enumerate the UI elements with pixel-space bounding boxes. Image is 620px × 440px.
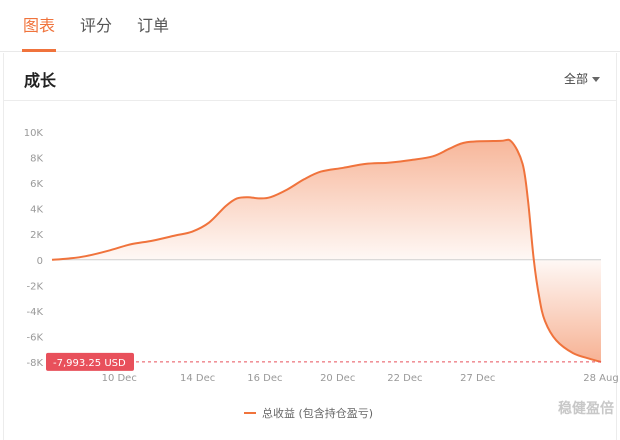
tab-rating[interactable]: 评分 <box>80 16 113 35</box>
y-tick-label: -8K <box>26 358 43 369</box>
chart-legend[interactable]: 总收益 (包含持仓盈亏) <box>244 405 373 421</box>
x-tick-label: 16 Dec <box>247 373 282 384</box>
x-tick-label: 14 Dec <box>180 373 215 384</box>
legend-swatch <box>244 412 256 414</box>
growth-panel: 成长 全部 <box>3 53 617 440</box>
y-tick-label: 8K <box>30 154 43 165</box>
y-tick-label: 10K <box>24 128 44 139</box>
x-tick-label: 22 Dec <box>387 373 422 384</box>
tab-chart[interactable]: 图表 <box>23 16 56 35</box>
legend-label: 总收益 (包含持仓盈亏) <box>262 407 374 420</box>
y-tick-label: -2K <box>26 281 43 292</box>
panel-header: 成长 全部 <box>4 53 616 101</box>
tab-bar: 图表 评分 订单 <box>0 0 620 52</box>
x-tick-label: 28 Aug <box>583 373 618 384</box>
y-tick-label: -6K <box>26 332 43 343</box>
current-value-badge-bg <box>46 352 134 371</box>
range-filter-label: 全部 <box>563 72 588 86</box>
panel-title: 成长 <box>24 71 57 90</box>
y-tick-label: 4K <box>30 205 43 216</box>
series-line <box>51 138 602 363</box>
y-tick-label: 0 <box>37 256 43 267</box>
tab-orders[interactable]: 订单 <box>137 16 170 35</box>
active-tab-indicator <box>22 49 56 52</box>
x-tick-label: 27 Dec <box>460 373 495 384</box>
watermark-logo: 稳健盈倍 <box>558 398 614 418</box>
watermark-text: 稳健盈倍 <box>558 401 614 417</box>
chevron-down-icon <box>592 76 600 82</box>
current-value-badge: -7,993.25 USD <box>46 352 134 371</box>
x-tick-label: 20 Dec <box>320 373 355 384</box>
range-filter-dropdown[interactable]: 全部 <box>564 70 600 87</box>
y-tick-label: 6K <box>30 179 43 190</box>
current-value-label: -7,993.25 USD <box>53 358 126 369</box>
series-area <box>52 139 601 362</box>
x-tick-label: 10 Dec <box>102 373 137 384</box>
y-tick-label: -4K <box>26 307 43 318</box>
y-tick-label: 2K <box>30 230 43 241</box>
